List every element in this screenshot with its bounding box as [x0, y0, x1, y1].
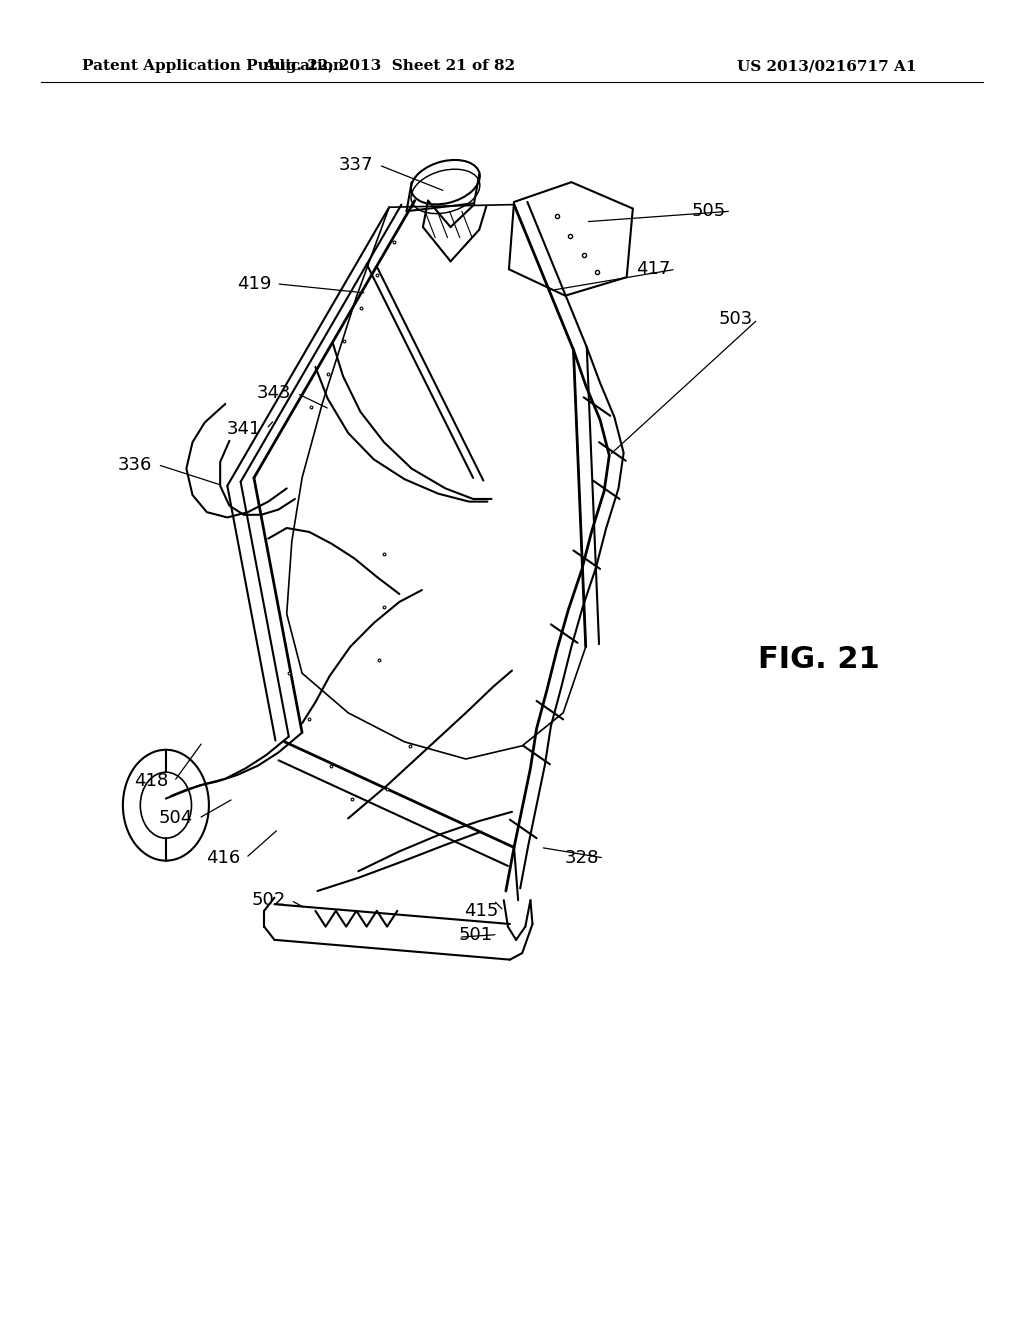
Text: FIG. 21: FIG. 21 — [759, 645, 880, 675]
Text: 501: 501 — [458, 925, 493, 944]
Text: 343: 343 — [257, 384, 292, 403]
Text: US 2013/0216717 A1: US 2013/0216717 A1 — [737, 59, 916, 74]
Text: 504: 504 — [159, 809, 194, 828]
Text: 341: 341 — [226, 420, 261, 438]
Text: Patent Application Publication: Patent Application Publication — [82, 59, 344, 74]
Text: 417: 417 — [636, 260, 671, 279]
Text: 505: 505 — [691, 202, 726, 220]
Text: 502: 502 — [251, 891, 286, 909]
Text: 337: 337 — [339, 156, 374, 174]
Text: 416: 416 — [206, 849, 241, 867]
Text: Aug. 22, 2013  Sheet 21 of 82: Aug. 22, 2013 Sheet 21 of 82 — [263, 59, 515, 74]
Text: 503: 503 — [718, 310, 753, 329]
Text: 328: 328 — [564, 849, 599, 867]
Text: 419: 419 — [237, 275, 271, 293]
Text: 415: 415 — [464, 902, 499, 920]
Text: 336: 336 — [118, 455, 153, 474]
Text: 418: 418 — [134, 772, 169, 791]
